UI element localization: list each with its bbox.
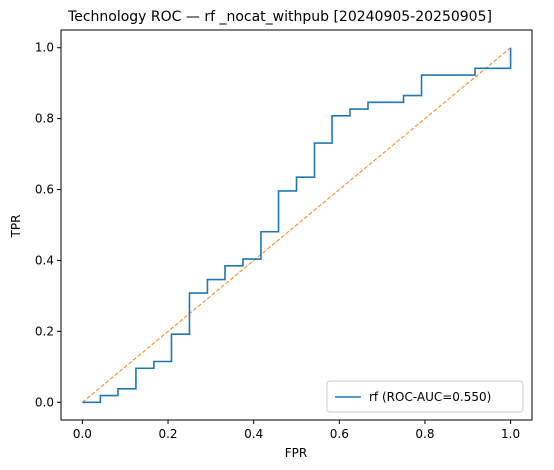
x-tick-label: 1.0 bbox=[501, 427, 520, 441]
y-tick-label: 0.4 bbox=[35, 253, 54, 267]
legend-frame bbox=[326, 380, 524, 413]
y-axis-label: TPR bbox=[9, 215, 23, 239]
y-tick-label: 1.0 bbox=[35, 41, 54, 55]
chart-title: Technology ROC — rf _nocat_withpub [2024… bbox=[67, 9, 492, 25]
y-tick-label: 0.2 bbox=[35, 324, 54, 338]
x-tick-label: 0.8 bbox=[415, 427, 434, 441]
x-tick-label: 0.0 bbox=[73, 427, 92, 441]
y-tick-label: 0.6 bbox=[35, 183, 54, 197]
legend-label: rf (ROC-AUC=0.550) bbox=[369, 390, 491, 404]
y-tick-label: 0.0 bbox=[35, 395, 54, 409]
series-layer bbox=[82, 47, 512, 404]
x-axis-ticks: 0.0 0.2 0.4 0.6 0.8 1.0 bbox=[73, 420, 520, 441]
roc-curve-line bbox=[82, 47, 512, 404]
x-tick-label: 0.4 bbox=[244, 427, 263, 441]
x-axis-label: FPR bbox=[285, 446, 307, 460]
y-axis-ticks: 0.0 0.2 0.4 0.6 0.8 1.0 bbox=[35, 41, 61, 409]
plot-area bbox=[60, 29, 533, 421]
chance-diagonal-line bbox=[82, 47, 511, 403]
x-tick-label: 0.6 bbox=[330, 427, 349, 441]
x-tick-label: 0.2 bbox=[158, 427, 177, 441]
legend: rf (ROC-AUC=0.550) bbox=[326, 380, 524, 413]
y-tick-label: 0.8 bbox=[35, 112, 54, 126]
